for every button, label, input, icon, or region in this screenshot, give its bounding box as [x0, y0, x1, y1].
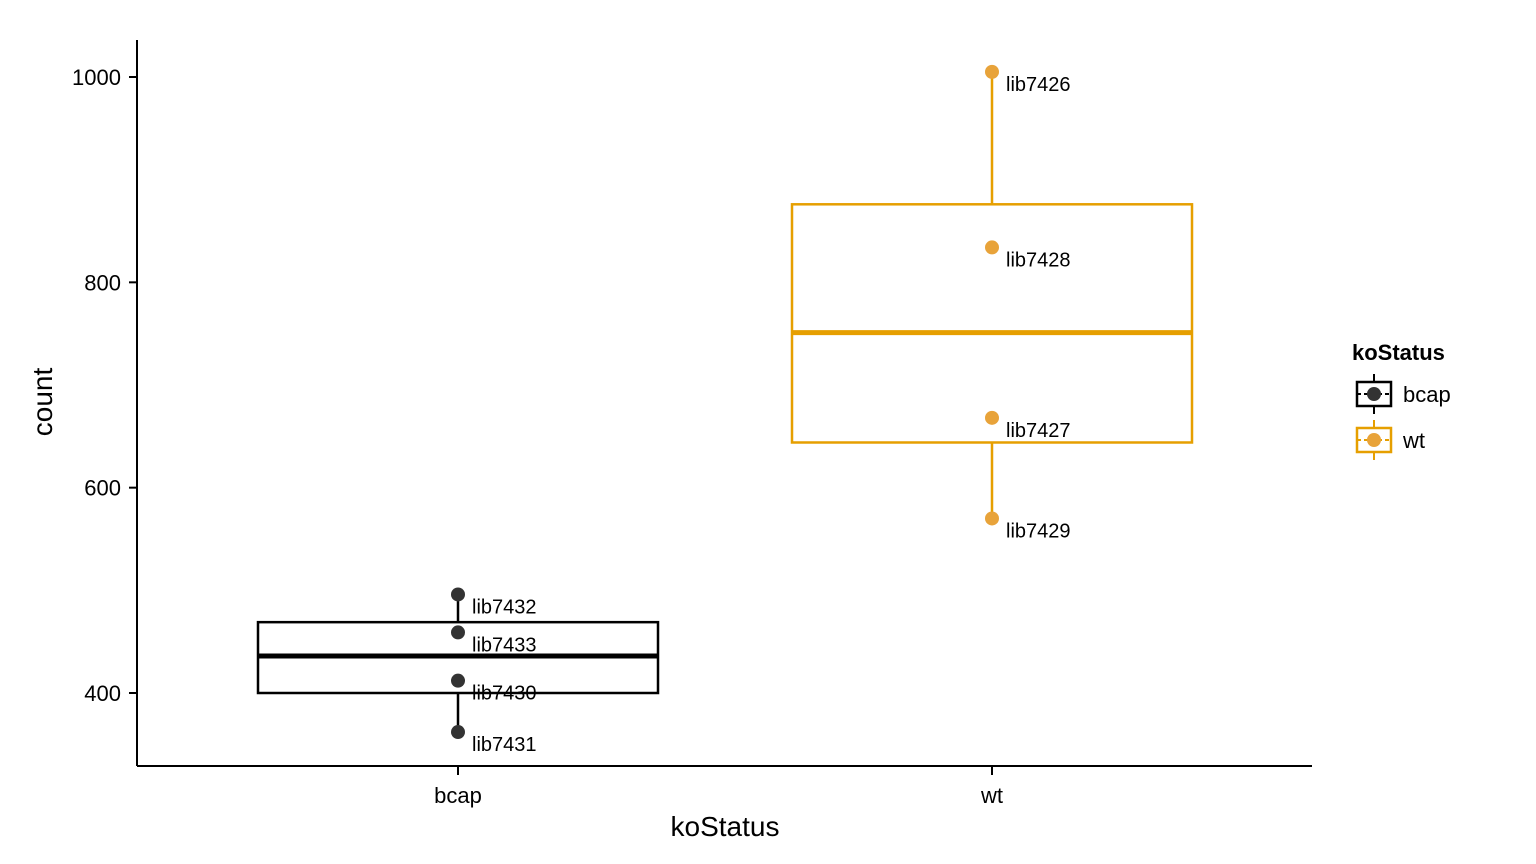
point-label: lib7427 — [1006, 420, 1071, 442]
data-point — [451, 725, 465, 740]
data-point — [985, 410, 999, 425]
plot-area: lib7432lib7433lib7430lib7431lib7426lib74… — [256, 64, 1194, 756]
point-label: lib7433 — [472, 634, 537, 656]
y-tick-label: 600 — [84, 476, 121, 501]
box-bcap: lib7432 lib7433 lib7430 lib7431 — [256, 587, 660, 756]
point-label: lib7430 — [472, 683, 537, 705]
legend-point — [1367, 433, 1381, 447]
point-label: lib7432 — [472, 596, 537, 618]
y-tick-label: 800 — [84, 270, 121, 295]
legend-title: koStatus — [1352, 340, 1445, 365]
data-point — [451, 673, 465, 688]
legend-label: bcap — [1403, 382, 1451, 407]
legend-entry-wt: wt — [1355, 420, 1425, 460]
y-axis-title: count — [27, 368, 58, 437]
box-iqr — [790, 203, 1194, 444]
legend-label: wt — [1402, 428, 1425, 453]
box-wt: lib7426 lib7428 lib7427 lib7429 — [790, 64, 1194, 542]
legend-point — [1367, 387, 1381, 401]
data-point — [451, 587, 465, 602]
x-tick-label: bcap — [434, 783, 482, 808]
axes: 400 600 800 1000 bcap wt — [72, 40, 1312, 808]
x-axis-title: koStatus — [671, 811, 780, 842]
point-label: lib7431 — [472, 734, 537, 756]
data-point — [451, 625, 465, 640]
point-label: lib7429 — [1006, 520, 1071, 542]
data-point — [985, 64, 999, 79]
point-label: lib7426 — [1006, 74, 1071, 96]
legend-entry-bcap: bcap — [1355, 374, 1451, 414]
y-tick-label: 400 — [84, 681, 121, 706]
legend: koStatus bcap wt — [1352, 340, 1451, 460]
data-point — [985, 240, 999, 255]
point-label: lib7428 — [1006, 249, 1071, 271]
data-point — [985, 511, 999, 526]
y-tick-label: 1000 — [72, 65, 121, 90]
x-tick-label: wt — [980, 783, 1003, 808]
